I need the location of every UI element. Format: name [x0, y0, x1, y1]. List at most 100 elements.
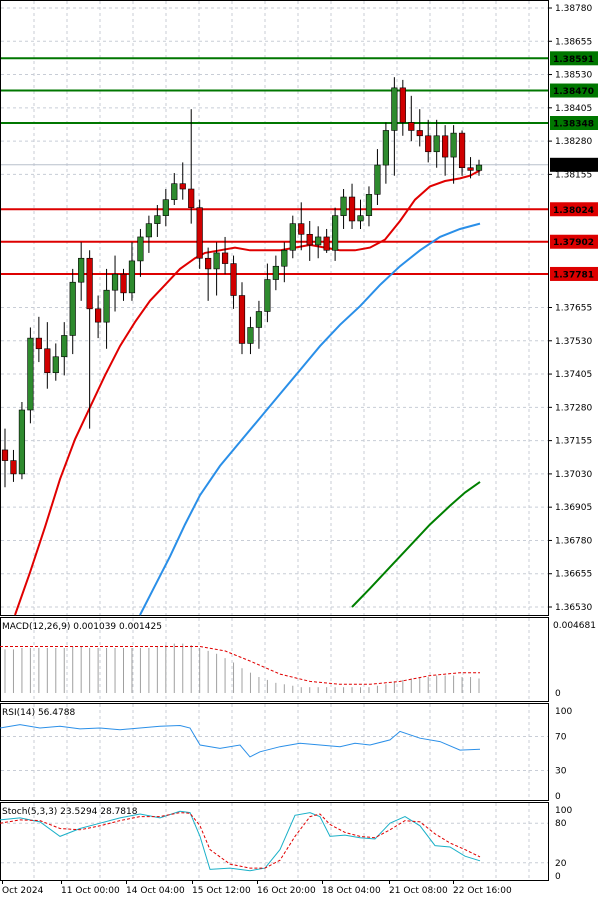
bull-candle	[128, 260, 136, 294]
stoch-scale-label: 80	[555, 819, 567, 829]
bear-candle	[205, 257, 212, 270]
price-tick-label: 1.38155	[555, 170, 592, 180]
fast-moving-average-line	[14, 169, 481, 616]
resistance-level-label: 1.38591	[553, 55, 594, 65]
rsi-scale-label: 100	[555, 707, 572, 717]
bull-candle	[18, 409, 26, 475]
bear-candle	[230, 263, 237, 296]
price-tick-label: 1.37530	[555, 337, 592, 347]
macd-signal-line	[0, 646, 480, 685]
bull-candle	[137, 236, 144, 262]
price-tick-label: 1.36655	[555, 570, 592, 580]
support-level-tag	[550, 266, 598, 281]
price-tick-label: 1.37030	[555, 470, 592, 480]
bear-candle	[95, 308, 102, 323]
support-level-tag	[550, 234, 598, 249]
macd-panel: MACD(12,26,9) 0.001039 0.001425 0.004681 0	[0, 621, 596, 699]
bull-candle	[374, 164, 381, 195]
time-tick-label: Oct 2024	[2, 886, 44, 896]
bear-candle	[179, 183, 186, 190]
bull-candle	[145, 223, 152, 238]
horizontal-levels	[1, 57, 548, 275]
bull-candle	[111, 273, 119, 291]
bull-candle	[315, 236, 322, 246]
bull-candle	[154, 215, 161, 224]
rsi-label: RSI(14) 56.4788	[2, 708, 75, 718]
price-tick-label: 1.36530	[555, 603, 592, 613]
support-level-label: 1.38024	[553, 206, 594, 216]
bull-candle	[247, 327, 254, 344]
macd-zero-value: 0	[555, 689, 561, 699]
bull-candle	[281, 249, 288, 267]
bull-candle	[69, 281, 76, 336]
bull-candle	[171, 183, 178, 200]
stoch-d-line	[0, 812, 481, 869]
bear-candle	[442, 135, 449, 158]
panel-frame-0	[0, 0, 549, 616]
bear-candle	[120, 273, 127, 294]
bear-candle	[196, 207, 203, 259]
bear-candle	[408, 122, 415, 131]
bull-candle	[450, 132, 457, 158]
bull-candle	[61, 335, 68, 358]
bull-candle	[332, 215, 339, 251]
time-tick-label: 18 Oct 04:00	[322, 886, 381, 896]
bull-candle	[340, 196, 347, 216]
bear-candle	[399, 87, 406, 123]
bull-candle	[365, 194, 373, 216]
price-tick-label: 1.38405	[555, 104, 592, 114]
macd-label: MACD(12,26,9) 0.001039 0.001425	[2, 622, 162, 632]
bull-candle	[103, 289, 110, 323]
time-axis: Oct 2024 11 Oct 00:00 14 Oct 04:00 15 Oct 1…	[2, 880, 512, 896]
bear-candle	[458, 132, 466, 169]
bear-candle	[44, 348, 51, 374]
resistance-level-tag	[550, 83, 598, 98]
bear-candle	[188, 188, 195, 208]
stoch-label: Stoch(5,3,3) 23.5294 28.7818	[2, 807, 138, 817]
moving-averages	[14, 169, 481, 616]
support-level-label: 1.37902	[553, 238, 594, 248]
price-tick-label: 1.37655	[555, 304, 592, 314]
bull-candle	[433, 135, 440, 153]
support-level-tag	[550, 202, 598, 217]
time-tick-label: 14 Oct 04:00	[126, 886, 185, 896]
resistance-level-tag	[550, 51, 598, 66]
stoch-scale-label: 20	[555, 859, 567, 869]
rsi-scale-label: 30	[555, 767, 567, 777]
rsi-line	[0, 724, 481, 758]
price-tick-label: 1.38655	[555, 37, 592, 47]
bear-candle	[35, 337, 42, 350]
bull-candle	[52, 356, 59, 374]
price-tick-label: 1.37155	[555, 437, 592, 447]
stoch-k-line	[0, 810, 481, 872]
bear-candle	[10, 460, 17, 475]
bear-candle	[1, 449, 9, 461]
current-price-label: 1.38191	[553, 161, 594, 171]
time-tick-label: 21 Oct 08:00	[389, 886, 448, 896]
bear-candle	[298, 223, 305, 235]
gridlines	[1, 1, 548, 880]
bear-candle	[425, 135, 432, 153]
bull-candle	[27, 337, 34, 411]
time-tick-label: 22 Oct 16:00	[453, 886, 512, 896]
bull-candle	[475, 164, 483, 171]
price-tick-label: 1.36905	[555, 503, 592, 513]
stoch-scale-label: 100	[555, 806, 572, 816]
candlesticks	[1, 77, 483, 488]
price-tick-label: 1.37280	[555, 403, 592, 413]
time-tick-label: 15 Oct 12:00	[192, 886, 251, 896]
resistance-level-label: 1.38470	[553, 87, 594, 97]
bull-candle	[382, 130, 389, 166]
macd-top-value: 0.004681	[553, 621, 596, 631]
bull-candle	[272, 265, 279, 280]
support-level-label: 1.37781	[553, 270, 594, 280]
bear-candle	[323, 236, 330, 251]
rsi-scale-label: 0	[555, 792, 561, 802]
panel-frame-3	[0, 802, 549, 881]
bull-candle	[78, 257, 85, 283]
stoch-scale-label: 0	[555, 872, 561, 882]
bull-candle	[255, 311, 263, 328]
rsi-scale-label: 70	[555, 733, 567, 743]
resistance-level-tag	[550, 116, 598, 130]
bull-candle	[162, 199, 169, 216]
